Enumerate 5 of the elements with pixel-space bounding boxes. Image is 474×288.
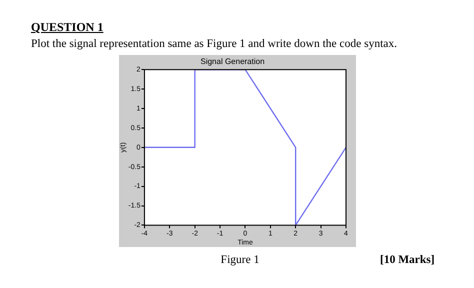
text: Plot the signal representation same as Figure 1 and write down the code syntax.: [31, 38, 397, 50]
text: [10 Marks]: [380, 254, 435, 266]
chart-title: Signal Generation: [200, 57, 265, 66]
caption: Figure 1: [220, 254, 260, 266]
text: QUESTION 1: [31, 20, 104, 35]
